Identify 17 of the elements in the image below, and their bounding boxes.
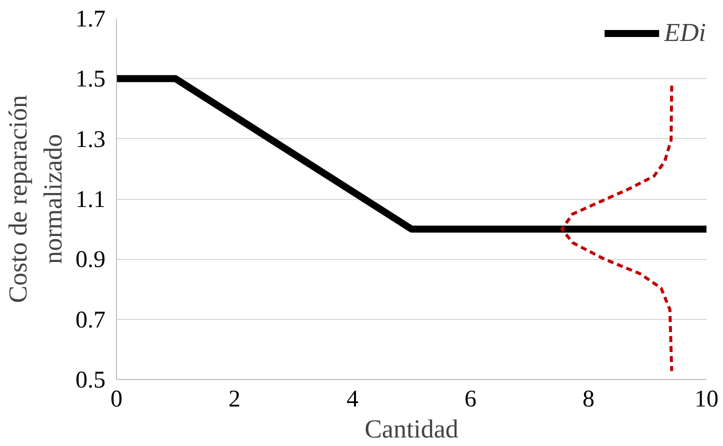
y-tick-label: 0.5	[76, 368, 106, 394]
y-tick-label: 0.7	[76, 307, 106, 334]
x-tick-label: 10	[694, 386, 718, 412]
y-tick-label: 1.5	[76, 66, 106, 93]
line-series	[560, 84, 674, 373]
y-axis-title: Costo de reparación normalizado	[4, 95, 68, 303]
x-tick-label: 2	[228, 386, 240, 412]
x-axis-title: Cantidad	[364, 414, 458, 444]
x-tick-label: 0	[110, 386, 122, 412]
legend-label: EDi	[664, 18, 706, 48]
x-tick-label: 4	[346, 386, 358, 412]
y-tick-label: 0.9	[76, 247, 106, 274]
y-tick-label: 1.7	[76, 6, 106, 32]
y-tick-label: 1.3	[76, 126, 106, 153]
x-tick-label: 6	[464, 386, 476, 412]
x-tick-label: 8	[582, 386, 594, 412]
y-tick-label: 1.1	[76, 187, 106, 213]
